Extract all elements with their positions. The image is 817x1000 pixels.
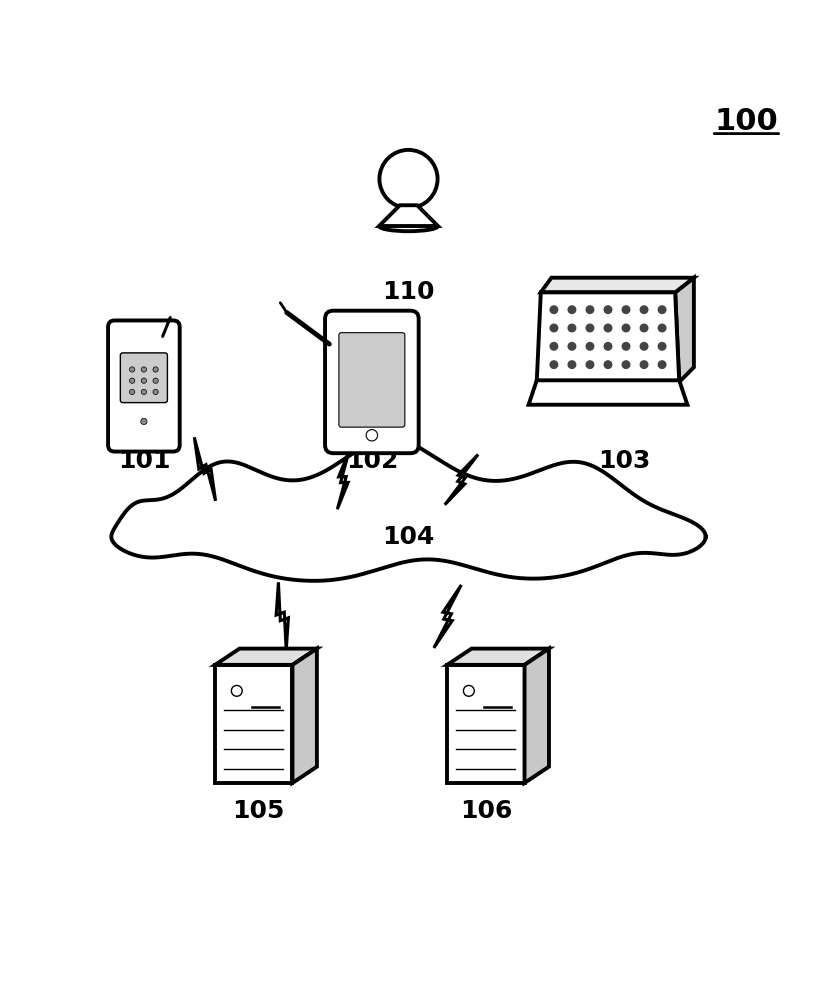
Circle shape (604, 342, 613, 351)
Circle shape (658, 342, 667, 351)
Circle shape (366, 430, 377, 441)
Circle shape (640, 305, 649, 314)
FancyBboxPatch shape (108, 320, 180, 452)
Polygon shape (541, 278, 694, 292)
Circle shape (568, 324, 577, 332)
FancyBboxPatch shape (339, 333, 405, 427)
Polygon shape (292, 649, 317, 783)
Circle shape (463, 685, 474, 696)
Text: 100: 100 (715, 107, 779, 136)
Circle shape (130, 389, 135, 395)
Circle shape (622, 360, 631, 369)
Circle shape (549, 324, 558, 332)
Text: 106: 106 (460, 799, 512, 823)
Circle shape (568, 360, 577, 369)
Polygon shape (379, 205, 438, 226)
Circle shape (231, 685, 242, 696)
Circle shape (604, 360, 613, 369)
Circle shape (658, 305, 667, 314)
Polygon shape (111, 439, 706, 581)
Polygon shape (215, 649, 317, 665)
Circle shape (568, 305, 577, 314)
Polygon shape (447, 665, 525, 783)
Circle shape (640, 342, 649, 351)
Text: 105: 105 (232, 799, 284, 823)
Circle shape (153, 378, 158, 383)
Circle shape (586, 324, 595, 332)
Circle shape (130, 378, 135, 383)
Circle shape (153, 389, 158, 395)
Circle shape (549, 360, 558, 369)
Polygon shape (529, 380, 687, 405)
Circle shape (153, 367, 158, 372)
Polygon shape (194, 437, 216, 501)
Circle shape (604, 324, 613, 332)
Circle shape (586, 360, 595, 369)
FancyBboxPatch shape (120, 353, 167, 403)
Circle shape (130, 367, 135, 372)
Circle shape (640, 360, 649, 369)
Circle shape (604, 305, 613, 314)
Polygon shape (537, 292, 679, 382)
Text: 102: 102 (346, 449, 398, 473)
Polygon shape (434, 585, 462, 648)
Circle shape (658, 360, 667, 369)
Circle shape (640, 324, 649, 332)
Circle shape (586, 305, 595, 314)
Circle shape (141, 389, 146, 395)
Circle shape (568, 342, 577, 351)
Polygon shape (525, 649, 549, 783)
Polygon shape (276, 582, 288, 651)
FancyBboxPatch shape (325, 311, 418, 453)
Circle shape (622, 305, 631, 314)
Polygon shape (337, 450, 350, 509)
Circle shape (141, 418, 147, 425)
Text: 101: 101 (118, 449, 170, 473)
Polygon shape (444, 455, 478, 505)
Circle shape (549, 305, 558, 314)
Circle shape (549, 342, 558, 351)
Circle shape (141, 378, 146, 383)
Polygon shape (675, 278, 694, 382)
Text: 110: 110 (382, 280, 435, 304)
Circle shape (658, 324, 667, 332)
Circle shape (141, 367, 146, 372)
Circle shape (586, 342, 595, 351)
Circle shape (622, 324, 631, 332)
Text: 103: 103 (598, 449, 650, 473)
Text: 104: 104 (382, 525, 435, 549)
Circle shape (622, 342, 631, 351)
Polygon shape (215, 665, 292, 783)
Circle shape (379, 150, 438, 208)
Polygon shape (447, 649, 549, 665)
